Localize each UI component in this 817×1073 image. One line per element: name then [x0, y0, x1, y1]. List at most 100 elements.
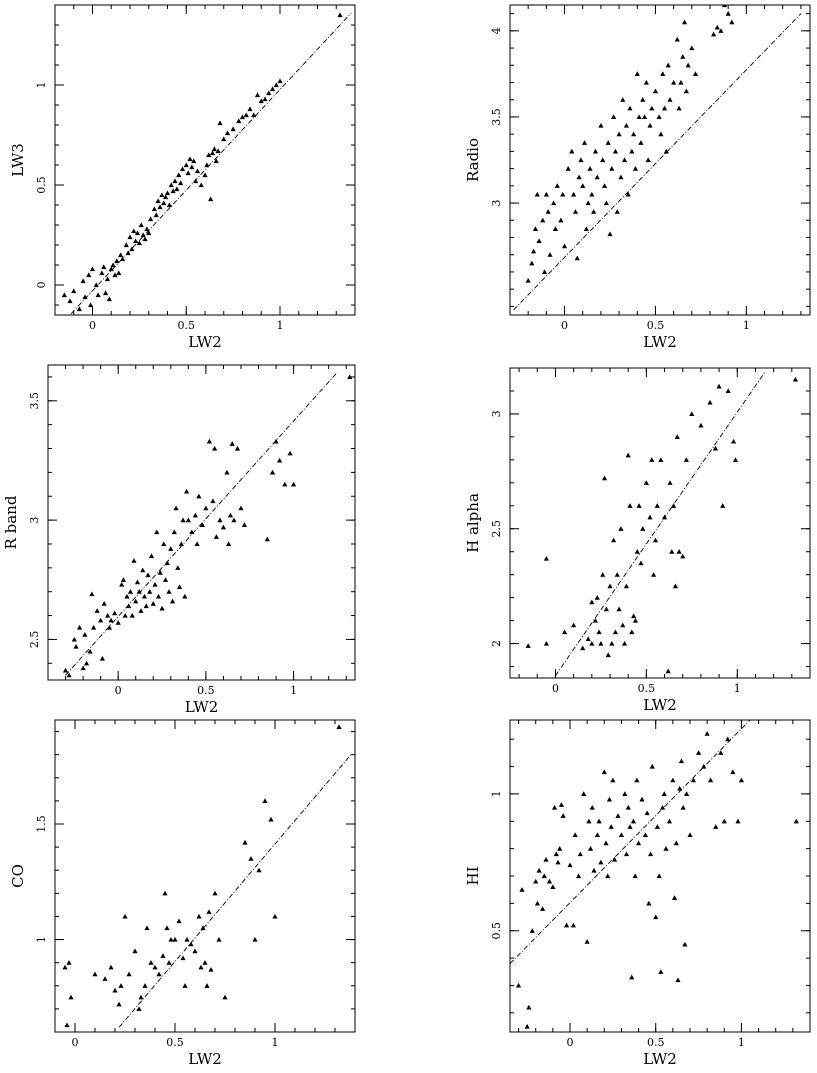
data-point [698, 422, 704, 428]
data-point [526, 1004, 532, 1010]
x-tick-label: 0 [115, 684, 122, 697]
data-point [145, 572, 151, 578]
data-point [101, 264, 107, 270]
data-point [136, 1006, 142, 1011]
data-point [683, 791, 690, 796]
data-point [146, 230, 152, 236]
data-point [236, 118, 242, 124]
y-axis-label: LW3 [9, 143, 27, 177]
data-point [707, 399, 713, 405]
data-point [634, 549, 640, 554]
data-point [716, 383, 722, 389]
data-point [120, 577, 127, 582]
data-point [547, 252, 553, 257]
data-point [561, 243, 568, 249]
data-point [581, 140, 588, 145]
data-point [151, 206, 157, 212]
data-point [643, 79, 649, 85]
data-point [208, 196, 214, 202]
data-point [677, 785, 683, 791]
data-point [561, 629, 568, 635]
data-point [182, 983, 188, 988]
data-point [669, 549, 675, 554]
data-point [73, 643, 79, 649]
data-point [116, 1001, 122, 1007]
data-point [94, 608, 100, 613]
data-point [733, 0, 738, 2]
data-point [157, 570, 163, 575]
data-point [153, 212, 159, 218]
data-point [591, 209, 597, 214]
data-point [560, 813, 566, 818]
data-point [625, 452, 631, 458]
data-point [614, 209, 620, 214]
data-point [194, 168, 201, 174]
data-point [647, 122, 653, 128]
data-point [164, 925, 170, 931]
data-point [674, 36, 680, 42]
data-point [642, 832, 649, 838]
data-point [118, 983, 124, 988]
y-tick-label: 1 [35, 936, 48, 943]
data-point [611, 537, 617, 543]
y-tick-label: 4 [490, 27, 503, 34]
data-point [185, 517, 191, 523]
data-point [148, 216, 154, 222]
data-point [140, 232, 146, 238]
data-point [672, 583, 679, 589]
data-point [66, 672, 72, 678]
data-point [525, 643, 531, 648]
data-point [71, 636, 77, 642]
data-point [168, 546, 174, 551]
data-point [185, 170, 191, 176]
data-point [529, 928, 535, 933]
data-point [569, 148, 575, 154]
data-point [159, 192, 165, 198]
data-point [112, 610, 118, 616]
data-point [125, 250, 131, 256]
data-point [585, 636, 591, 642]
data-point [571, 191, 577, 197]
data-point [580, 645, 586, 651]
data-point [667, 97, 673, 102]
data-point [729, 19, 735, 25]
data-point [594, 832, 601, 838]
data-point [144, 925, 150, 931]
data-point [640, 526, 646, 531]
y-tick-label: 2.5 [28, 631, 41, 649]
x-tick-label: 1 [738, 1036, 745, 1049]
data-point [661, 791, 667, 796]
data-point [277, 78, 283, 84]
data-point [618, 174, 624, 180]
data-point [180, 517, 186, 523]
data-point [609, 640, 615, 646]
data-point [80, 278, 86, 284]
chart-halpha: 0 0.5 1 2 2.5 3 LW2 H alpha [464, 367, 811, 714]
data-point [616, 606, 622, 612]
data-point [587, 166, 593, 171]
data-point [632, 873, 638, 879]
data-point [202, 960, 208, 965]
data-point [656, 873, 662, 879]
data-point [614, 572, 620, 577]
data-point [180, 955, 186, 961]
data-point [589, 640, 595, 646]
panel-hi: 0 0.5 1 0.5 1 LW2 HI [440, 715, 817, 1069]
data-point [707, 777, 714, 783]
data-point [183, 162, 189, 168]
data-point [140, 567, 146, 573]
data-point [651, 572, 657, 577]
data-point [735, 818, 741, 824]
data-point [162, 577, 169, 582]
data-point [226, 541, 232, 547]
data-point [583, 226, 589, 231]
data-point [598, 640, 604, 646]
data-point [589, 191, 595, 197]
data-point [99, 655, 105, 661]
y-axis-label: Radio [464, 138, 482, 182]
data-point [536, 238, 542, 244]
data-point [254, 92, 261, 98]
data-point [119, 581, 125, 587]
data-point [176, 584, 183, 590]
data-point [680, 553, 686, 559]
